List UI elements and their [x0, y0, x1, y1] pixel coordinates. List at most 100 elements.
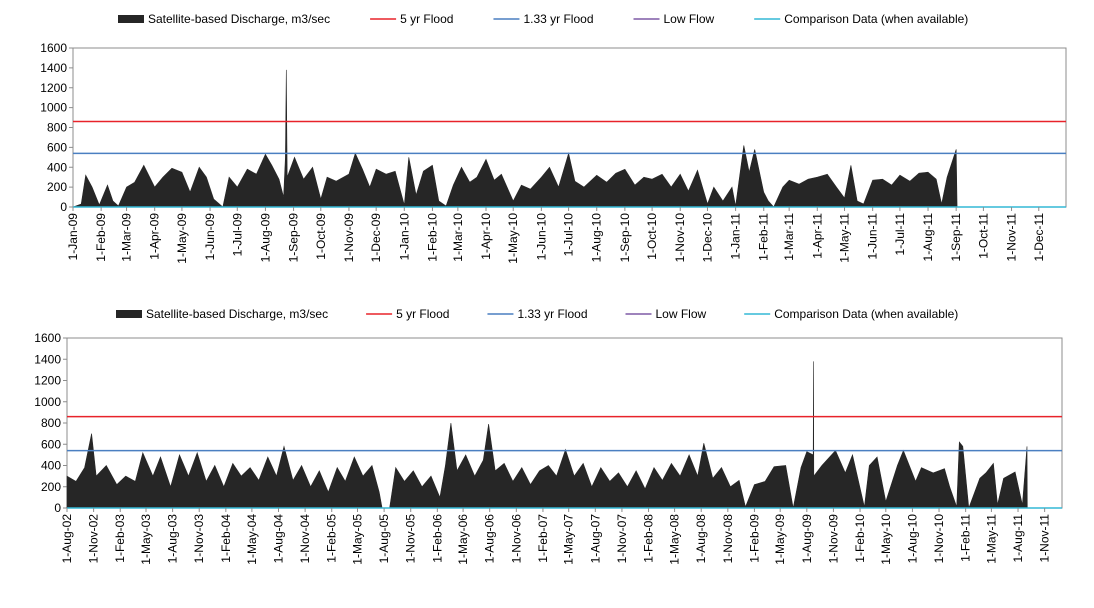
y-tick-label: 200 — [47, 180, 67, 194]
y-tick-label: 200 — [41, 480, 61, 494]
x-tick-label: 1-Mar-09 — [120, 213, 134, 262]
x-tick-label: 1-Nov-11 — [1005, 213, 1019, 262]
legend-label: Low Flow — [664, 12, 715, 26]
x-tick-label: 1-Nov-10 — [932, 514, 946, 564]
legend-swatch — [118, 15, 144, 23]
legend-label: 5 yr Flood — [400, 12, 453, 26]
x-tick-label: 1-Nov-06 — [509, 514, 523, 564]
x-tick-label: 1-May-03 — [139, 514, 153, 565]
x-tick-label: 1-Mar-10 — [451, 213, 465, 262]
legend-label: Low Flow — [656, 307, 707, 321]
x-tick-label: 1-Nov-11 — [1038, 514, 1052, 563]
x-tick-label: 1-Aug-05 — [377, 514, 391, 564]
y-tick-label: 400 — [41, 459, 61, 473]
x-tick-label: 1-Nov-09 — [342, 213, 356, 263]
y-tick-label: 1200 — [40, 81, 67, 95]
x-tick-label: 1-Feb-05 — [325, 514, 339, 563]
x-tick-label: 1-Feb-09 — [94, 213, 108, 262]
x-tick-label: 1-Aug-10 — [590, 213, 604, 263]
x-tick-label: 1-Jan-09 — [66, 213, 80, 261]
y-axis: 0 200 400 600 800 1000 1200 1400 1600 — [34, 331, 67, 515]
legend: Satellite-based Discharge, m3/sec 5 yr Fl… — [116, 307, 958, 321]
x-tick-label: 1-Dec-09 — [369, 213, 383, 263]
x-tick-label: 1-Apr-09 — [148, 213, 162, 260]
x-tick-label: 1-Oct-10 — [645, 213, 659, 260]
x-tick-label: 1-Dec-11 — [1032, 213, 1046, 262]
y-tick-label: 800 — [47, 121, 67, 135]
x-tick-label: 1-Aug-06 — [483, 514, 497, 564]
x-tick-label: 1-Jul-10 — [562, 213, 576, 257]
x-tick-label: 1-Feb-09 — [747, 514, 761, 563]
x-tick-label: 1-May-10 — [506, 213, 520, 264]
legend-label: Satellite-based Discharge, m3/sec — [148, 12, 330, 26]
x-tick-label: 1-Jun-11 — [866, 213, 880, 260]
y-tick-label: 0 — [60, 200, 67, 214]
x-tick-label: 1-Oct-11 — [976, 213, 990, 259]
x-tick-label: 1-Sep-10 — [618, 213, 632, 263]
x-tick-label: 1-Jul-09 — [230, 213, 244, 257]
x-tick-label: 1-Apr-11 — [810, 213, 824, 259]
x-tick-label: 1-Aug-09 — [258, 213, 272, 263]
x-tick-label: 1-Feb-07 — [536, 514, 550, 563]
x-tick-label: 1-Aug-11 — [921, 213, 935, 262]
y-axis: 0 200 400 600 800 1000 1200 1400 1600 — [40, 41, 73, 214]
legend-item: 1.33 yr Flood — [493, 12, 594, 26]
discharge-area — [66, 361, 1028, 509]
x-tick-label: 1-May-09 — [773, 514, 787, 565]
legend: Satellite-based Discharge, m3/sec 5 yr Fl… — [118, 12, 968, 26]
legend-label: Comparison Data (when available) — [774, 307, 958, 321]
legend-label: 5 yr Flood — [396, 307, 449, 321]
x-tick-label: 1-Aug-07 — [588, 514, 602, 564]
x-tick-label: 1-Aug-02 — [60, 514, 74, 564]
x-tick-label: 1-Oct-09 — [314, 213, 328, 260]
y-tick-label: 600 — [41, 437, 61, 451]
x-tick-label: 1-May-07 — [562, 514, 576, 565]
legend-item: Satellite-based Discharge, m3/sec — [116, 307, 328, 321]
x-axis: 1-Aug-02 1-Nov-02 1-Feb-03 1-May-03 1-Aug-03… — [60, 508, 1052, 565]
x-tick-label: 1-Aug-09 — [800, 514, 814, 564]
legend-item: Low Flow — [633, 12, 715, 26]
x-tick-label: 1-Nov-05 — [404, 514, 418, 564]
legend-item: 5 yr Flood — [370, 12, 453, 26]
y-tick-label: 1600 — [34, 331, 61, 345]
y-tick-label: 1200 — [34, 374, 61, 388]
x-tick-label: 1-Feb-10 — [425, 213, 439, 262]
y-tick-label: 1400 — [34, 352, 61, 366]
x-tick-label: 1-Feb-04 — [219, 514, 233, 563]
y-tick-label: 400 — [47, 160, 67, 174]
x-tick-label: 1-Nov-04 — [298, 514, 312, 564]
x-tick-label: 1-May-05 — [350, 514, 364, 565]
x-tick-label: 1-May-09 — [175, 213, 189, 264]
legend-item: 5 yr Flood — [366, 307, 449, 321]
y-tick-label: 1600 — [40, 41, 67, 55]
x-tick-label: 1-Dec-10 — [700, 213, 714, 263]
x-tick-label: 1-Jan-10 — [397, 213, 411, 261]
discharge-chart-2009-2011: Satellite-based Discharge, m3/sec 5 yr Fl… — [40, 12, 1067, 264]
x-tick-label: 1-Nov-08 — [721, 514, 735, 564]
x-tick-label: 1-May-10 — [879, 514, 893, 565]
x-tick-label: 1-Apr-10 — [479, 213, 493, 260]
y-tick-label: 1400 — [40, 61, 67, 75]
x-tick-label: 1-Feb-08 — [642, 514, 656, 563]
x-tick-label: 1-Aug-04 — [271, 514, 285, 564]
x-tick-label: 1-May-11 — [838, 213, 852, 263]
x-tick-label: 1-May-08 — [668, 514, 682, 565]
x-tick-label: 1-Feb-03 — [113, 514, 127, 563]
x-tick-label: 1-Jun-09 — [203, 213, 217, 261]
legend-item: Comparison Data (when available) — [744, 307, 958, 321]
legend-swatch — [116, 310, 142, 318]
x-tick-label: 1-Feb-06 — [430, 514, 444, 563]
y-tick-label: 1000 — [34, 395, 61, 409]
x-tick-label: 1-Aug-03 — [166, 514, 180, 564]
y-tick-label: 600 — [47, 140, 67, 154]
y-tick-label: 1000 — [40, 101, 67, 115]
x-tick-label: 1-Nov-02 — [87, 514, 101, 564]
x-tick-label: 1-May-06 — [456, 514, 470, 565]
x-axis: 1-Jan-09 1-Feb-09 1-Mar-09 1-Apr-09 1-May-09… — [66, 207, 1046, 264]
legend-label: Comparison Data (when available) — [784, 12, 968, 26]
x-tick-label: 1-Feb-11 — [757, 213, 771, 261]
y-tick-label: 0 — [54, 501, 61, 515]
x-tick-label: 1-Feb-10 — [853, 514, 867, 563]
legend-item: 1.33 yr Flood — [487, 307, 588, 321]
legend-item: Comparison Data (when available) — [754, 12, 968, 26]
